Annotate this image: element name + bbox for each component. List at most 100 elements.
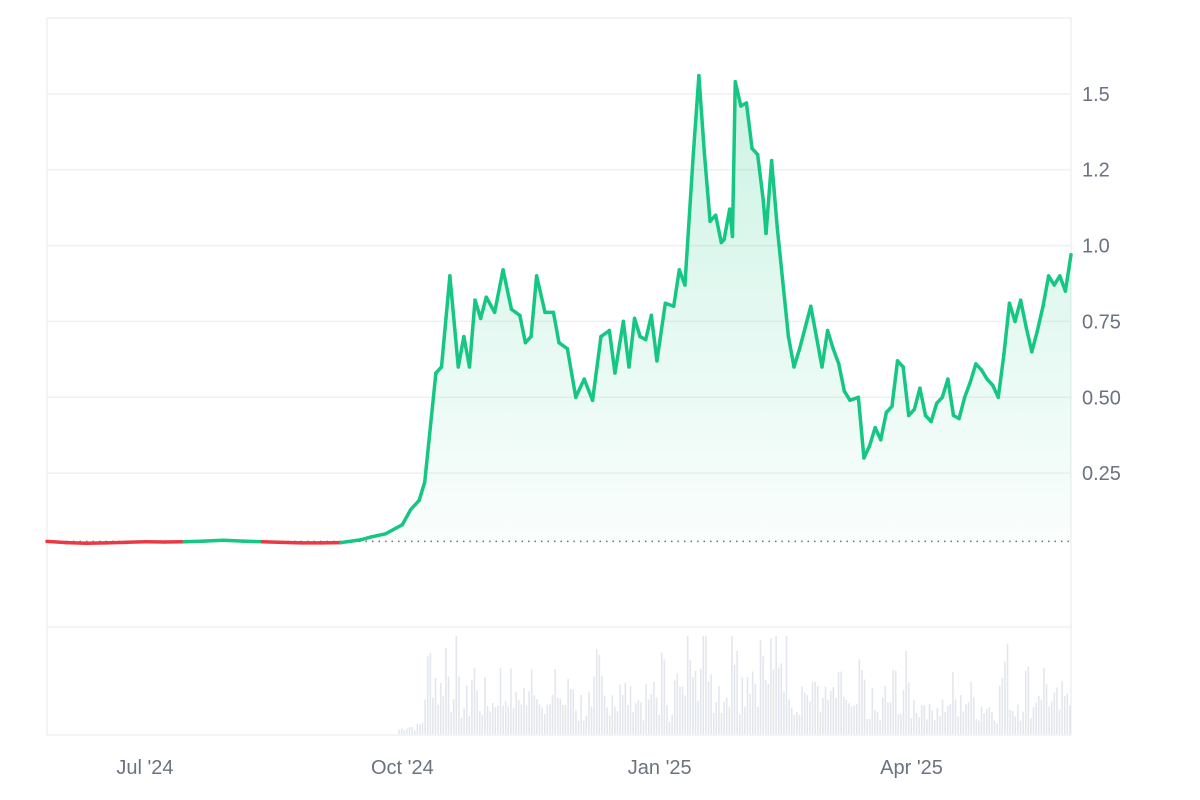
volume-bar	[632, 712, 634, 734]
volume-bar	[619, 684, 621, 734]
volume-bar	[640, 702, 642, 734]
volume-bar	[806, 695, 809, 734]
price-line-segment	[534, 274, 547, 315]
volume-bar	[658, 714, 660, 734]
volume-bar	[728, 706, 731, 734]
volume-bar	[1032, 707, 1035, 734]
volume-bar	[861, 669, 863, 734]
volume-bar	[406, 728, 408, 734]
volume-bar	[975, 719, 978, 734]
volume-bar	[533, 695, 536, 734]
volume-bar	[837, 672, 840, 734]
volume-bar	[465, 685, 468, 734]
volume-bar	[460, 717, 463, 734]
price-line-segment	[369, 532, 388, 539]
volume-bar	[447, 676, 450, 734]
volume-bar	[848, 703, 850, 734]
volume-bar	[985, 709, 988, 734]
volume-bar	[978, 720, 980, 734]
volume-bar	[452, 699, 455, 734]
price-line-segment	[901, 365, 911, 418]
price-line-segment	[428, 371, 438, 430]
price-line-segment	[837, 362, 847, 393]
volume-bar	[484, 677, 486, 734]
volume-bar	[1069, 705, 1071, 734]
volume-bar	[569, 688, 572, 734]
volume-bar	[699, 668, 702, 734]
volume-bar	[424, 699, 426, 734]
volume-bar	[790, 707, 793, 734]
volume-bar	[946, 706, 949, 734]
price-line-segment	[439, 274, 452, 369]
volume-bar	[897, 713, 900, 734]
volume-bar	[1022, 711, 1024, 734]
volume-bar	[905, 651, 907, 734]
volume-bar	[887, 702, 889, 734]
price-line-segment	[792, 346, 802, 369]
price-line-segment	[182, 539, 206, 544]
price-line-segment	[551, 310, 561, 345]
volume-bar	[913, 699, 915, 734]
volume-bar	[707, 682, 710, 734]
volume-bar	[988, 707, 991, 734]
volume-bar	[879, 720, 881, 734]
volume-bar	[1037, 695, 1040, 734]
x-tick-label: Apr '25	[880, 757, 943, 779]
volume-bar	[694, 670, 697, 734]
y-tick-label: 1.5	[1082, 84, 1110, 106]
volume-bar	[634, 703, 637, 734]
price-line-segment	[241, 539, 265, 544]
volume-bar	[863, 679, 866, 734]
volume-bar	[686, 636, 689, 734]
volume-bar	[746, 677, 749, 734]
volume-bar	[1027, 666, 1030, 734]
price-line-segment	[448, 274, 461, 369]
volume-bar	[1040, 699, 1043, 734]
price-line-segment	[574, 377, 586, 400]
price-line-segment	[456, 334, 466, 369]
price-line-segment	[1018, 298, 1028, 330]
price-line-segment	[957, 395, 967, 421]
price-line-segment	[621, 319, 631, 369]
volume-bar	[679, 686, 681, 734]
volume-bar	[471, 680, 473, 734]
volume-bar	[757, 707, 759, 734]
volume-bar	[1061, 681, 1063, 734]
volume-bar	[970, 682, 972, 734]
volume-bar	[923, 704, 926, 734]
volume-bar	[398, 729, 400, 734]
price-line-segment	[786, 334, 796, 369]
volume-bar	[725, 697, 728, 734]
volume-bar	[1014, 716, 1017, 734]
volume-bar	[933, 719, 936, 734]
price-line-segment	[764, 158, 774, 236]
volume-bar	[962, 711, 965, 734]
volume-bar	[637, 700, 640, 734]
volume-bar	[439, 682, 442, 734]
price-line-segment	[730, 79, 738, 239]
volume-bar	[902, 690, 905, 734]
volume-bar	[1045, 684, 1048, 734]
volume-bar	[442, 696, 445, 734]
volume-bar	[767, 683, 770, 734]
volume-bar	[998, 685, 1001, 734]
volume-bar	[556, 697, 559, 734]
price-line-segment	[842, 389, 852, 403]
price-line-segment	[280, 540, 304, 545]
volume-bar	[572, 689, 575, 734]
volume-bar	[1063, 696, 1066, 734]
volume-bar	[749, 693, 751, 734]
volume-bar	[918, 717, 920, 734]
price-line-segment	[649, 313, 659, 363]
price-line-segment	[565, 346, 578, 400]
volume-bar	[871, 688, 874, 734]
volume-bar	[993, 720, 996, 734]
price-line-segment	[529, 274, 539, 339]
y-tick-label: 0.75	[1082, 311, 1121, 333]
price-line-segment	[1030, 328, 1040, 354]
volume-bar	[606, 707, 608, 734]
volume-bar	[575, 710, 577, 734]
volume-bar	[588, 691, 590, 734]
volume-bar	[907, 682, 910, 734]
volume-bar	[478, 711, 481, 734]
